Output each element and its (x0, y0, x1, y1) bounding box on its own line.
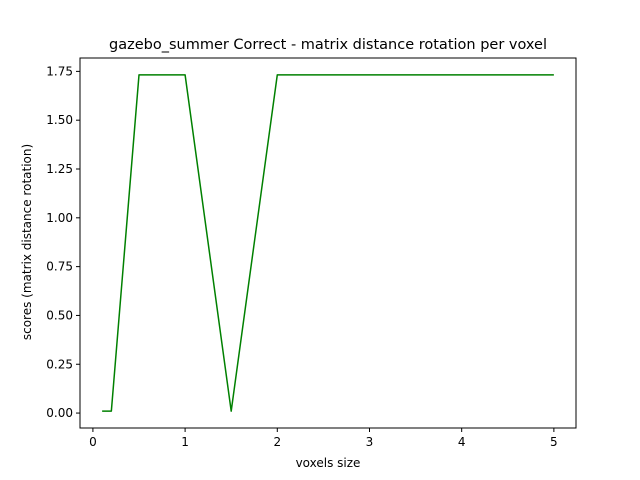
y-axis-label: scores (matrix distance rotation) (20, 144, 34, 340)
x-tick-label: 3 (366, 435, 374, 449)
x-tick-label: 5 (550, 435, 558, 449)
x-axis-label: voxels size (296, 456, 361, 470)
x-tick-label: 1 (181, 435, 189, 449)
plot-area (102, 74, 554, 412)
x-tick-label: 4 (458, 435, 466, 449)
x-tick-label: 2 (273, 435, 281, 449)
y-tick-label: 0.25 (46, 357, 73, 371)
y-tick-label: 1.00 (46, 211, 73, 225)
y-tick-label: 1.75 (46, 64, 73, 78)
y-tick-label: 0.00 (46, 406, 73, 420)
chart-title: gazebo_summer Correct - matrix distance … (109, 37, 547, 53)
y-tick-label: 1.25 (46, 162, 73, 176)
x-axis-ticks: 0 1 2 3 4 5 (89, 428, 558, 449)
series-line (102, 74, 554, 412)
y-tick-label: 1.50 (46, 113, 73, 127)
x-tick-label: 0 (89, 435, 97, 449)
y-axis-ticks: 0.00 0.25 0.50 0.75 1.00 1.25 1.50 1.75 (46, 64, 80, 420)
y-tick-label: 0.75 (46, 260, 73, 274)
y-tick-label: 0.50 (46, 308, 73, 322)
axes-frame (79, 57, 577, 429)
